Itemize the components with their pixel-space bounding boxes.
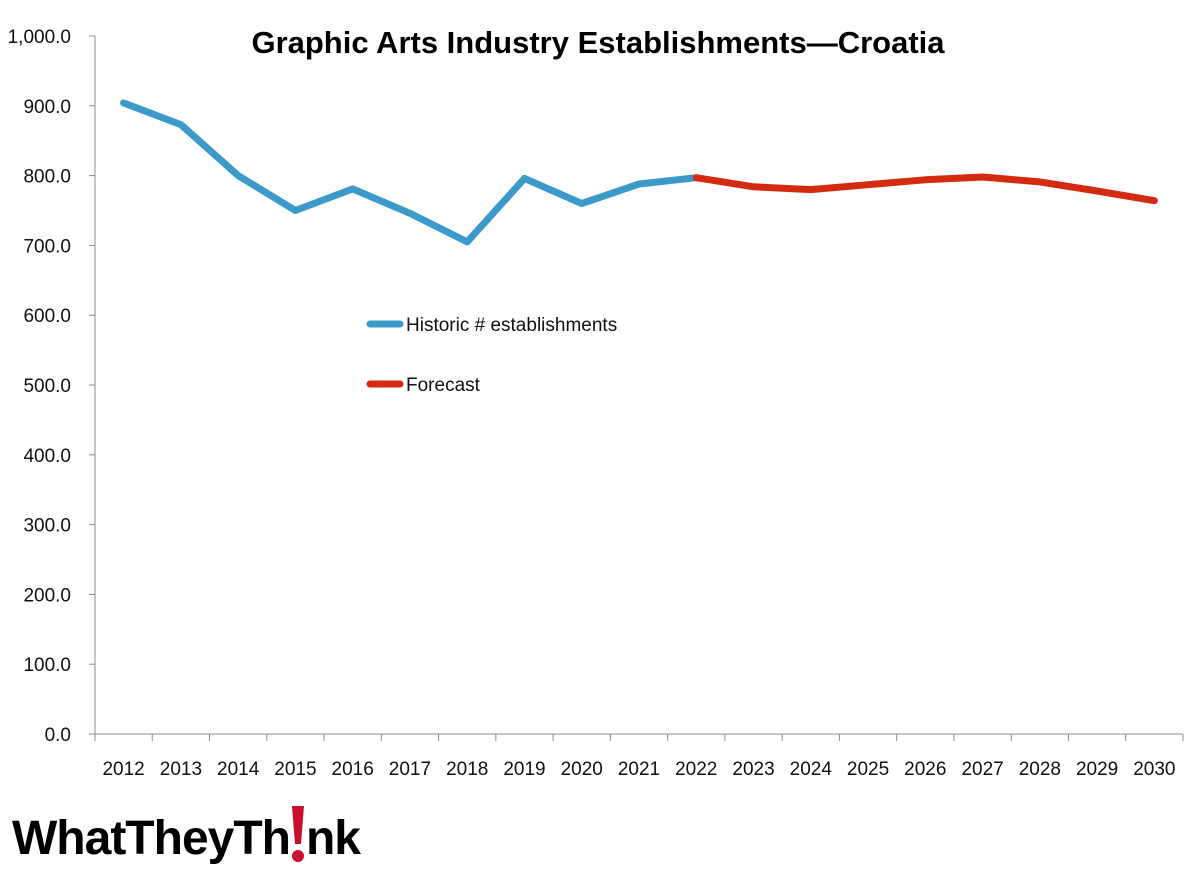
exclamation-bar [291, 806, 304, 844]
y-tick-label: 0.0 [45, 725, 71, 746]
whattheythink-logo: WhatTheyTh nk [12, 806, 362, 865]
y-tick-label: 1,000.0 [8, 27, 71, 48]
logo-text-end: nk [306, 812, 361, 865]
x-tick-label: 2013 [160, 759, 202, 780]
x-tick-label: 2030 [1133, 759, 1175, 780]
legend-label: Historic # establishments [406, 315, 617, 336]
x-tick-label: 2023 [732, 759, 774, 780]
chart-title: Graphic Arts Industry Establishments—Cro… [251, 25, 945, 60]
exclamation-dot [291, 850, 304, 862]
line-chart: Graphic Arts Industry Establishments—Cro… [8, 25, 1184, 780]
x-tick-label: 2025 [847, 759, 889, 780]
y-tick-label: 400.0 [23, 446, 71, 467]
x-axis: 2012 2013 2014 2015 2016 2017 2018 2019 2020 2021… [94, 733, 1184, 780]
legend: Historic # establishments Forecast [366, 315, 617, 396]
y-tick-label: 700.0 [23, 236, 71, 257]
y-axis: 0.0 100.0 200.0 300.0 400.0 500.0 600.0 700.0 80… [8, 27, 96, 746]
y-tick-label: 800.0 [23, 167, 71, 188]
x-tick-label: 2012 [102, 759, 144, 780]
x-tick-label: 2028 [1019, 759, 1061, 780]
exclamation-icon [291, 806, 304, 862]
x-tick-label: 2019 [503, 759, 545, 780]
x-tick-label: 2017 [389, 759, 431, 780]
series-line-forecast [692, 173, 1158, 205]
y-tick-label: 200.0 [23, 585, 71, 606]
x-tick-label: 2026 [904, 759, 946, 780]
y-tick-label: 600.0 [23, 306, 71, 327]
x-tick-label: 2020 [561, 759, 603, 780]
x-tick-label: 2027 [961, 759, 1003, 780]
y-tick-label: 100.0 [23, 655, 71, 676]
x-tick-label: 2021 [618, 759, 660, 780]
legend-label: Forecast [406, 375, 481, 396]
x-tick-label: 2029 [1076, 759, 1118, 780]
series-layer [120, 99, 1158, 246]
series-line-historic [120, 99, 700, 246]
x-tick-label: 2024 [790, 759, 833, 780]
logo-text-start: WhatTheyTh [12, 812, 290, 865]
x-tick-label: 2018 [446, 759, 488, 780]
y-tick-label: 900.0 [23, 97, 71, 118]
x-tick-label: 2014 [217, 759, 260, 780]
y-tick-label: 500.0 [23, 376, 71, 397]
x-tick-label: 2022 [675, 759, 717, 780]
x-tick-label: 2016 [332, 759, 374, 780]
x-tick-label: 2015 [274, 759, 316, 780]
y-tick-label: 300.0 [23, 516, 71, 537]
